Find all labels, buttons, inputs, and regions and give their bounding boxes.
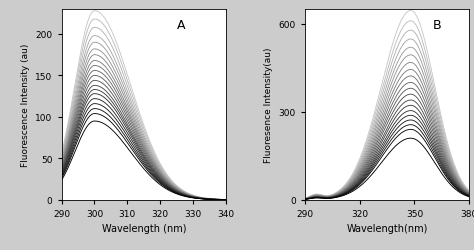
X-axis label: Wavelength (nm): Wavelength (nm) (101, 224, 186, 234)
Y-axis label: Fluorescence Intensity (au): Fluorescence Intensity (au) (21, 44, 30, 166)
Text: B: B (433, 19, 442, 32)
Y-axis label: Fluoresence Intensity(au): Fluoresence Intensity(au) (264, 48, 273, 162)
Text: A: A (177, 19, 185, 32)
X-axis label: Wavelength(nm): Wavelength(nm) (346, 224, 428, 234)
